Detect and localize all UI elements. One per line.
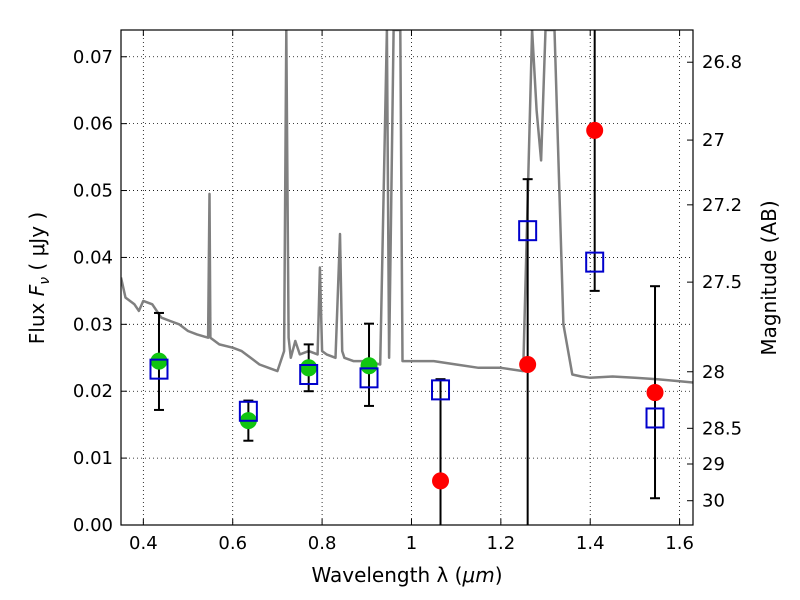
y-tick-label: 0.03 [73, 314, 113, 335]
model-photometry-square [299, 363, 319, 385]
model-photometry-square [359, 367, 379, 389]
model-photometry-square [149, 358, 169, 380]
detection-point [150, 352, 168, 370]
x-axis-label: Wavelength λ (μm) [311, 563, 502, 587]
y2-tick-label: 28.5 [702, 418, 742, 439]
y2-tick-label: 27.5 [702, 272, 742, 293]
grid [121, 30, 693, 525]
plot-frame [120, 29, 694, 526]
y-tick-label: 0.00 [73, 515, 113, 536]
y2-tick-label: 26.8 [702, 52, 742, 73]
y-tick-label: 0.04 [73, 247, 113, 268]
y-tick-label: 0.01 [73, 448, 113, 469]
plot-area [121, 30, 693, 525]
model-photometry-square [238, 400, 258, 422]
axis-ticks: 0.4 0.6 0.8 1 1.2 1.4 1.6 0.00 0.01 0.02 0.03 0.04 0… [73, 30, 742, 554]
y2-tick-label: 27 [702, 130, 725, 151]
x-tick-label: 0.4 [129, 533, 158, 554]
upper-limit-point [519, 355, 537, 373]
y2-tick-label: 27.2 [702, 195, 742, 216]
model-photometry-square [645, 407, 665, 429]
upper-limit-point [432, 472, 450, 490]
model-spectrum-line [121, 30, 693, 384]
x-tick-label: 1 [406, 533, 417, 554]
model-photometry-square [585, 251, 605, 273]
model-photometry-square [518, 220, 538, 242]
y-tick-label: 0.05 [73, 181, 113, 202]
y2-tick-label: 29 [702, 454, 725, 475]
y-tick-label: 0.06 [73, 114, 113, 135]
upper-limit-point [646, 384, 664, 402]
x-tick-label: 1.6 [665, 533, 694, 554]
x-tick-label: 0.6 [218, 533, 247, 554]
upper-limit-point [586, 121, 604, 139]
x-tick-label: 0.8 [308, 533, 337, 554]
y-axis-label: Flux Fν ( μJy ) [25, 212, 53, 344]
y2-tick-label: 30 [702, 491, 725, 512]
y-tick-label: 0.07 [73, 47, 113, 68]
detection-point [300, 359, 318, 377]
detection-point [360, 357, 378, 375]
y2-axis-label: Magnitude (AB) [757, 200, 781, 355]
model-photometry-square [431, 379, 451, 401]
x-tick-label: 1.2 [487, 533, 516, 554]
x-tick-label: 1.4 [576, 533, 605, 554]
y2-tick-label: 28 [702, 362, 725, 383]
y-tick-label: 0.02 [73, 381, 113, 402]
